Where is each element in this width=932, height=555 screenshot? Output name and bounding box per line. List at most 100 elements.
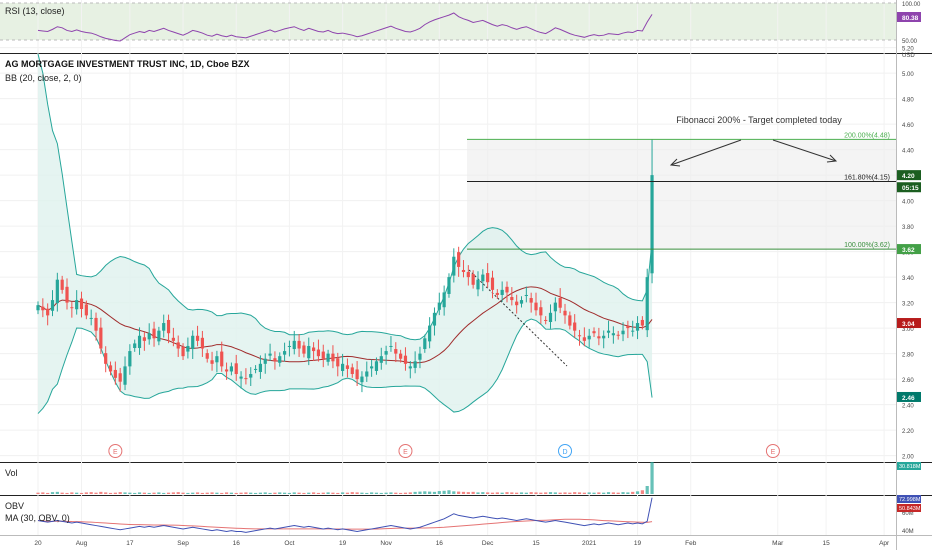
- event-marker-label: E: [771, 449, 776, 456]
- candle-body: [273, 358, 277, 362]
- volume-bar: [215, 492, 219, 494]
- candle-body: [200, 337, 204, 349]
- candle-body: [631, 330, 635, 332]
- candle-body: [307, 345, 311, 359]
- volume-bar: [186, 492, 190, 494]
- candle-body: [529, 298, 533, 303]
- obv-ma-label[interactable]: MA (30, OBV, 0): [5, 513, 70, 523]
- volume-bar: [418, 491, 422, 494]
- volume-bar: [60, 492, 64, 494]
- candle-body: [75, 300, 79, 310]
- bb-label[interactable]: BB (20, close, 2, 0): [5, 73, 82, 83]
- volume-bar: [437, 491, 441, 494]
- rsi-label[interactable]: RSI (13, close): [5, 6, 65, 16]
- fib-zone-fill: [467, 139, 896, 250]
- volume-bar: [79, 492, 84, 494]
- dotted-downtrend-line[interactable]: [468, 269, 568, 367]
- volume-bar: [403, 492, 408, 494]
- rsi-tick-label: 50.00: [902, 39, 918, 45]
- candle-body: [162, 323, 166, 331]
- obv-tick-label: 60M: [902, 511, 914, 517]
- volume-bar: [258, 492, 263, 494]
- fib-level-label: 100.00%(3.62): [844, 242, 890, 249]
- volume-bar: [370, 492, 374, 494]
- candle-body: [99, 327, 103, 349]
- rsi-current-badge: [897, 12, 921, 22]
- price-axis[interactable]: USD5.205.004.804.604.404.204.003.803.603…: [897, 47, 921, 461]
- volume-bar: [452, 491, 456, 494]
- volume-bar: [365, 492, 369, 494]
- dividend-marker[interactable]: [558, 444, 573, 458]
- volume-bar: [635, 491, 640, 494]
- volume-bar: [41, 492, 45, 494]
- annotation[interactable]: Fibonacci 200% - Target completed today: [669, 115, 842, 167]
- time-tick-label: Apr: [879, 540, 890, 547]
- vol-label[interactable]: Vol: [5, 468, 18, 478]
- candle-body: [635, 323, 640, 331]
- volume-bar: [529, 492, 533, 494]
- volume-bar: [297, 492, 301, 494]
- candle-body: [650, 175, 654, 274]
- candle-body: [611, 333, 615, 336]
- candle-body: [573, 322, 577, 331]
- price-tick-label: 3.80: [902, 225, 914, 231]
- volume-bar: [326, 492, 330, 494]
- volume-bar: [495, 492, 499, 494]
- volume-bar: [597, 492, 601, 494]
- candle-body: [60, 279, 64, 290]
- volume-bar: [128, 492, 132, 494]
- candle-body: [403, 355, 408, 364]
- candle-body: [326, 353, 330, 362]
- earnings-marker[interactable]: [108, 444, 123, 458]
- candle-body: [548, 312, 553, 323]
- candle-body: [616, 334, 620, 336]
- volume-bar: [302, 492, 306, 494]
- candle-body: [597, 336, 601, 339]
- candle-body: [118, 373, 122, 382]
- candle-body: [447, 277, 451, 294]
- candle-body: [137, 335, 142, 349]
- price-marker-label: 3.04: [902, 321, 915, 328]
- candle-body: [374, 361, 379, 371]
- trendline[interactable]: [468, 269, 568, 367]
- earnings-marker[interactable]: [765, 444, 780, 458]
- volume-bar: [195, 492, 200, 494]
- event-marker-label: E: [403, 449, 408, 456]
- obv-label[interactable]: OBV: [5, 501, 24, 511]
- volume-bar: [500, 492, 504, 494]
- candle-body: [399, 353, 403, 359]
- volume-bar: [563, 492, 567, 494]
- volume-bar: [166, 492, 171, 494]
- bb-upper-line: [37, 53, 653, 341]
- volume-bar: [311, 492, 316, 494]
- earnings-marker[interactable]: [398, 444, 413, 458]
- volume-bar: [558, 492, 562, 494]
- price-marker-badge: [897, 318, 921, 329]
- symbol-title[interactable]: AG MORTGAGE INVESTMENT TRUST INC, 1D, Cb…: [5, 59, 250, 69]
- volume-bar: [341, 492, 345, 494]
- time-tick-label: 15: [532, 540, 540, 547]
- volume-bar: [621, 492, 625, 494]
- obv-ma-current-badge: [897, 504, 921, 512]
- volume-bar: [239, 492, 243, 494]
- candle-body: [70, 307, 74, 309]
- volume-bar: [602, 492, 606, 494]
- volume-bar: [486, 492, 490, 494]
- volume-bar: [147, 492, 151, 494]
- candle-body: [186, 345, 190, 352]
- volume-bar: [626, 492, 630, 494]
- candle-body: [234, 363, 238, 375]
- volume-bar: [316, 492, 321, 494]
- volume-bar: [244, 492, 248, 494]
- candle-body: [157, 330, 161, 342]
- time-tick-label: 20: [34, 540, 42, 547]
- volume-bar: [75, 492, 79, 494]
- volume-bar: [582, 492, 586, 494]
- time-axis[interactable]: 20 Aug 17 Sep 16 Oct 19 Nov 16 Dec 15 2021 19 Feb Mar 1…: [34, 540, 890, 547]
- legend: RSI (13, close) AG MORTGAGE INVESTMENT T…: [5, 6, 250, 523]
- volume-bar: [519, 492, 524, 494]
- candle-body: [166, 319, 171, 334]
- volume-bar: [394, 492, 398, 494]
- candle-body: [55, 279, 59, 304]
